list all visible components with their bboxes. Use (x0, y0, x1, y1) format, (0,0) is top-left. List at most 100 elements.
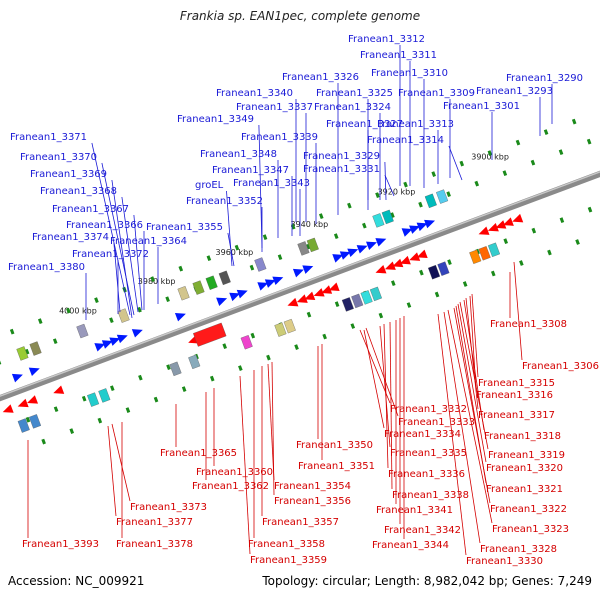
gene-block (341, 297, 354, 312)
tick-label: 3980 kbp (138, 277, 176, 286)
gene-label-upper: Franean1_3364 (110, 236, 187, 247)
gene-arrow-forward (236, 289, 248, 299)
gene-label-upper: Franean1_3380 (8, 262, 85, 273)
gene-label-lower: Franean1_3377 (116, 517, 193, 528)
gene-arrow-forward (264, 279, 276, 288)
gene-label-upper: Franean1_3326 (282, 72, 359, 83)
gene-label-lower: Franean1_3342 (384, 525, 461, 536)
gene-block (424, 193, 437, 209)
gene-arrow-forward (272, 276, 284, 286)
tick-mark (375, 192, 380, 198)
gene-label-upper: Franean1_3369 (30, 169, 107, 180)
tick-mark (238, 365, 243, 371)
gene-label-upper: Franean1_3340 (216, 88, 293, 99)
tick-mark (419, 269, 424, 276)
gene-arrow-reverse (2, 404, 14, 413)
tick-mark (69, 428, 75, 434)
tick-mark (150, 276, 155, 283)
gene-label-upper: Franean1_3290 (506, 73, 583, 84)
gene-block (274, 322, 287, 337)
tick-mark (403, 181, 408, 188)
gene-label-lower: Franean1_3332 (390, 404, 467, 415)
tick-mark (543, 129, 549, 135)
tick-mark (222, 343, 227, 350)
tick-mark (266, 354, 271, 361)
gene-arrow-forward (347, 248, 359, 258)
gene-label-lower: Franean1_3338 (392, 490, 469, 501)
tick-mark (52, 338, 58, 345)
gene-arrow-reverse (17, 398, 29, 408)
tick-mark (502, 170, 508, 177)
gene-label-lower: Franean1_3360 (196, 467, 273, 478)
leader-line-lower (457, 303, 487, 463)
gene-arrow-forward (257, 282, 269, 291)
tick-mark (587, 206, 593, 213)
tick-mark (586, 138, 592, 145)
tick-mark (406, 302, 412, 308)
gene-arrow-forward (109, 337, 121, 346)
gene-label-lower: Franean1_3335 (390, 448, 467, 459)
gene-block (193, 322, 227, 347)
gene-arrow-reverse (502, 217, 514, 226)
gene-block (283, 318, 296, 334)
tick-mark (434, 291, 440, 298)
gene-arrow-forward (302, 265, 314, 274)
gene-block (306, 237, 319, 253)
tick-mark (305, 243, 311, 250)
leader-line-lower (447, 309, 493, 524)
accession-text: Accession: NC_009921 (8, 574, 145, 588)
gene-arrow-forward (131, 329, 143, 338)
leader-line-lower (443, 311, 481, 544)
gene-arrow-reverse (399, 255, 411, 265)
leader-line-lower (363, 329, 385, 429)
tick-mark (334, 301, 340, 308)
gene-arrow-reverse (487, 222, 499, 232)
gene-label-lower: Franean1_3322 (490, 504, 567, 515)
leader-line-lower (463, 299, 485, 431)
gene-arrow-forward (116, 334, 128, 344)
gene-block (218, 270, 231, 286)
tick-mark (418, 201, 423, 208)
gene-label-upper: Franean1_3366 (66, 220, 143, 231)
genome-axis-highlight (0, 171, 600, 397)
gene-block (428, 264, 441, 280)
leader-line-lower (389, 321, 393, 490)
tick-mark (447, 259, 452, 266)
tick-mark (24, 348, 30, 355)
gene-label-lower: Franean1_3317 (478, 410, 555, 421)
tick-mark (487, 150, 493, 156)
gene-label-upper: Franean1_3372 (72, 249, 149, 260)
gene-label-upper: Franean1_3348 (200, 149, 277, 160)
leader-line-lower (267, 363, 275, 481)
tick-mark (66, 307, 71, 314)
leader-line-upper (133, 214, 143, 311)
gene-label-lower: Franean1_3373 (130, 502, 207, 513)
gene-label-lower: Franean1_3308 (490, 319, 567, 330)
gene-block (17, 418, 30, 433)
gene-arrow-forward (339, 251, 351, 260)
tick-mark (262, 234, 268, 241)
gene-label-upper: Franean1_3355 (146, 222, 223, 233)
tick-mark (333, 233, 339, 240)
gene-arrow-reverse (296, 294, 308, 303)
gene-arrow-forward (101, 340, 113, 349)
leader-line-upper (226, 190, 233, 267)
gene-arrow-forward (229, 292, 241, 302)
tick-label: 3960 kbp (216, 248, 254, 257)
gene-label-upper: Franean1_3313 (377, 119, 454, 130)
gene-block (297, 241, 310, 256)
tick-mark (81, 395, 87, 402)
tick-mark (97, 417, 103, 424)
gene-arrow-forward (424, 219, 436, 229)
gene-label-upper: Franean1_3352 (186, 196, 263, 207)
gene-block (177, 286, 190, 301)
gene-label-lower: Franean1_3350 (296, 440, 373, 451)
tick-mark (209, 375, 215, 382)
gene-label-lower: Franean1_3351 (298, 461, 375, 472)
gene-label-lower: Franean1_3359 (250, 555, 327, 566)
gene-label-lower: Franean1_3378 (116, 539, 193, 550)
gene-label-lower: Franean1_3330 (466, 556, 543, 567)
tick-mark (306, 311, 312, 318)
tick-mark (41, 438, 46, 445)
